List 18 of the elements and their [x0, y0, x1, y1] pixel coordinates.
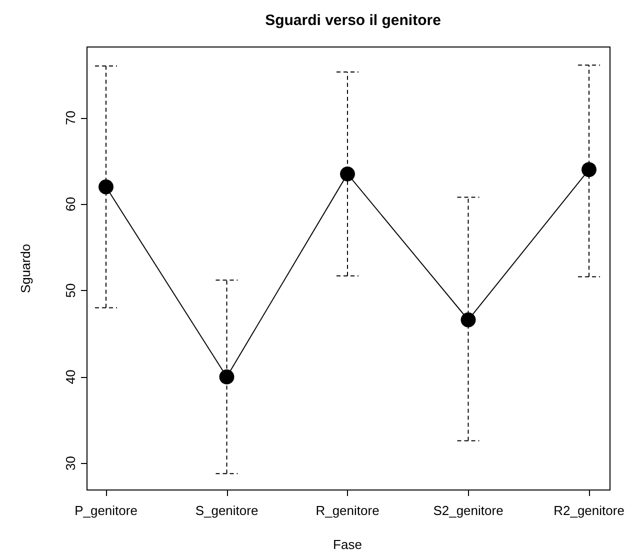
x-tick-label: R2_genitore [554, 503, 624, 518]
point [219, 369, 234, 384]
y-tick-label: 70 [63, 110, 78, 126]
y-axis-title: Sguardo [18, 244, 33, 294]
y-tick-label: 50 [63, 283, 78, 298]
point [98, 179, 114, 194]
y-tick-label: 60 [63, 196, 78, 212]
point [582, 162, 596, 178]
point [340, 166, 355, 182]
x-tick-label: R_genitore [316, 503, 380, 518]
y-tick-label: 30 [63, 456, 78, 470]
x-tick-label: S_genitore [195, 503, 258, 518]
x-axis-title: Fase [333, 537, 362, 552]
x-tick-label: P_genitore [74, 503, 138, 518]
point [460, 312, 476, 328]
chart-title: Sguardi verso il genitore [265, 12, 441, 29]
y-tick-label: 40 [63, 370, 78, 384]
x-tick-label: S2_genitore [433, 503, 504, 518]
